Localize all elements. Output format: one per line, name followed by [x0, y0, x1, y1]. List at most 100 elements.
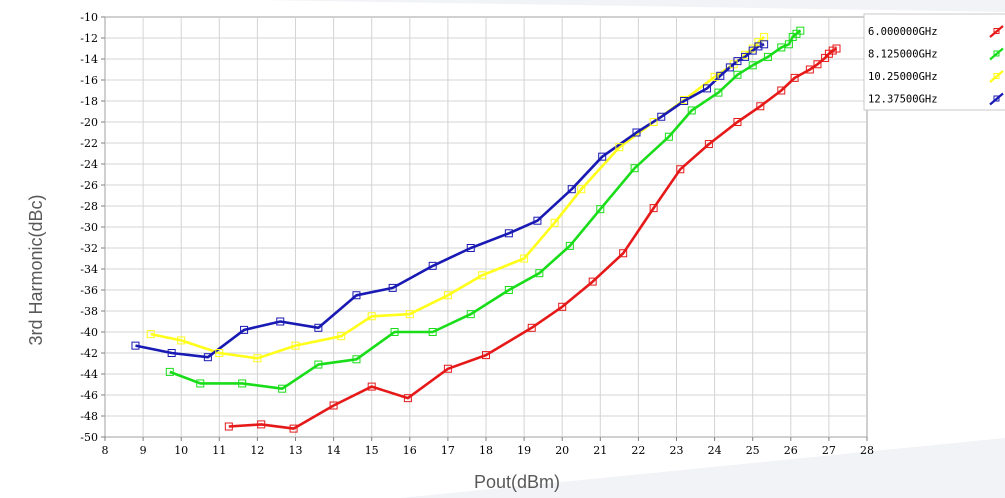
data-point-marker	[725, 63, 734, 72]
data-point-marker	[598, 152, 607, 161]
x-tick-label: 23	[670, 444, 684, 457]
y-tick-label: -38	[80, 305, 98, 318]
data-point-marker	[657, 112, 666, 121]
data-point-marker	[504, 229, 513, 238]
legend-marker	[993, 73, 1000, 79]
data-point-marker	[748, 46, 757, 55]
legend-marker	[993, 95, 1000, 102]
data-point-marker	[131, 341, 140, 350]
data-point-marker	[527, 323, 536, 332]
data-point-marker	[796, 26, 805, 35]
legend-label: 6.000000GHz	[868, 26, 938, 38]
x-tick-label: 25	[746, 444, 760, 457]
data-point-marker	[146, 330, 155, 339]
data-point-marker	[577, 185, 586, 194]
legend-swatch	[989, 25, 1004, 38]
data-point-marker	[714, 88, 723, 97]
legend-label: 8.125000GHz	[868, 49, 938, 61]
data-point-marker	[777, 86, 786, 95]
legend-box	[863, 13, 1005, 111]
data-point-marker	[314, 323, 323, 332]
data-point-marker	[710, 72, 719, 81]
data-point-marker	[832, 44, 841, 53]
data-point-marker	[224, 422, 233, 431]
data-point-marker	[177, 336, 186, 345]
data-point-marker	[565, 241, 574, 250]
data-point-marker	[466, 310, 475, 319]
data-point-marker	[240, 325, 249, 334]
x-tick-label: 17	[441, 444, 455, 457]
top-decor-band	[260, 0, 1005, 12]
data-point-marker	[390, 328, 399, 336]
x-tick-label: 28	[860, 444, 874, 457]
y-tick-label: -26	[80, 179, 98, 192]
data-point-marker	[504, 286, 513, 294]
data-point-marker	[716, 71, 725, 80]
y-tick-label: -34	[80, 263, 98, 276]
data-point-marker	[733, 57, 742, 66]
data-point-marker	[520, 254, 529, 263]
data-point-marker	[482, 351, 490, 360]
x-tick-labels: 8 9 10 11 12 13 14 15 16 17 18 19 20 21 22 23 24 25 26 27 28	[102, 444, 875, 457]
data-point-marker	[687, 106, 696, 115]
x-tick-label: 16	[403, 444, 417, 457]
data-point-marker	[632, 128, 641, 137]
x-tick-label: 12	[250, 444, 264, 457]
data-point-marker	[664, 132, 673, 141]
x-tick-label: 10	[174, 444, 188, 457]
data-point-marker	[754, 38, 763, 47]
data-point-marker	[680, 97, 689, 105]
data-point-marker	[405, 310, 414, 319]
data-point-marker	[291, 341, 300, 350]
legend-marker	[993, 28, 1000, 34]
y-tick-label: -32	[80, 242, 98, 255]
data-point-marker	[196, 379, 205, 388]
legend-label: 10.25000GHz	[868, 71, 938, 83]
data-point-marker	[367, 312, 376, 321]
data-point-marker	[741, 52, 750, 61]
y-tick-label: -36	[80, 284, 98, 297]
series-markers	[131, 26, 841, 433]
data-point-marker	[733, 118, 742, 126]
legend-swatch	[989, 70, 1004, 83]
x-tick-label: 20	[555, 444, 569, 457]
series-line-0	[228, 47, 838, 430]
data-point-marker	[329, 401, 338, 410]
x-tick-label: 9	[140, 444, 147, 457]
x-tick-label: 21	[593, 444, 607, 457]
data-point-marker	[337, 332, 346, 341]
data-point-marker	[165, 367, 174, 376]
data-point-marker	[567, 185, 576, 194]
data-point-marker	[238, 379, 247, 388]
data-point-marker	[615, 143, 624, 152]
y-tick-label: -50	[80, 431, 98, 444]
data-point-marker	[533, 216, 542, 225]
data-point-marker	[754, 42, 763, 51]
data-point-marker	[813, 60, 822, 69]
x-tick-label: 27	[822, 444, 836, 457]
y-tick-label: -18	[80, 95, 98, 108]
x-tick-label: 15	[365, 444, 379, 457]
x-tick-label: 8	[102, 444, 109, 457]
data-point-marker	[289, 424, 298, 433]
data-point-marker	[558, 302, 567, 311]
x-tick-label: 19	[517, 444, 531, 457]
x-axis-title: Pout(dBm)	[474, 472, 560, 492]
data-point-marker	[466, 244, 475, 252]
data-point-marker	[630, 164, 639, 173]
x-tick-label: 11	[212, 444, 226, 457]
data-point-marker	[388, 283, 397, 292]
data-point-marker	[443, 291, 452, 300]
bottom-decor-band	[400, 438, 1005, 498]
data-point-marker	[203, 353, 212, 362]
y-tick-label: -20	[80, 116, 98, 129]
x-tick-label: 14	[327, 444, 341, 457]
data-point-marker	[748, 61, 757, 70]
data-point-marker	[167, 349, 176, 357]
legend-swatch	[989, 92, 1004, 106]
data-point-marker	[649, 204, 658, 213]
y-tick-label: -40	[80, 326, 98, 339]
y-tick-label: -22	[80, 137, 98, 150]
y-tick-label: -30	[80, 221, 98, 234]
